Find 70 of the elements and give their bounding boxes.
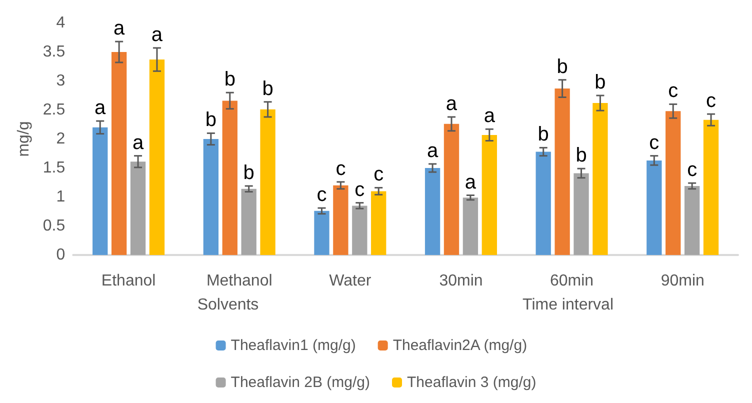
data-label: b <box>262 78 274 100</box>
y-tick-label: 1.5 <box>42 160 66 176</box>
y-tick-label: 3 <box>56 72 66 90</box>
y-tick-label: 3.5 <box>42 44 66 60</box>
y-tick-label: 1 <box>56 188 66 206</box>
y-tick-label: 0 <box>56 246 66 264</box>
x-tick-label: Water <box>329 272 372 290</box>
legend-label: Theaflavin1 (mg/g) <box>230 337 356 354</box>
bar <box>703 120 719 255</box>
data-label: b <box>205 109 216 132</box>
text: Time interval <box>522 296 614 314</box>
data-label: a <box>464 171 477 194</box>
data-label: a <box>426 140 439 162</box>
legend-label: Theaflavin2A (mg/g) <box>392 337 528 354</box>
bar <box>554 88 570 255</box>
data-label: c <box>649 132 660 154</box>
data-label: a <box>94 97 107 120</box>
bar <box>666 111 681 255</box>
text: Solvents <box>197 296 259 314</box>
data-label: b <box>556 56 568 78</box>
data-label: b <box>594 72 606 94</box>
x-tick-label: 90min <box>660 272 704 290</box>
bar <box>684 186 700 255</box>
bar <box>424 168 440 255</box>
bar <box>352 206 368 255</box>
bar <box>111 52 127 255</box>
data-label: a <box>484 105 496 128</box>
bar <box>222 100 238 255</box>
bar <box>536 152 551 255</box>
data-label: b <box>538 124 549 146</box>
bar <box>260 109 276 255</box>
data-label: a <box>114 18 126 40</box>
data-label: b <box>243 162 254 184</box>
data-label: a <box>132 132 144 154</box>
y-tick-label: 0.5 <box>42 218 66 234</box>
data-label: c <box>336 158 346 180</box>
data-label: c <box>687 159 698 182</box>
x-tick-label: Ethanol <box>101 272 156 290</box>
data-label: b <box>224 68 236 91</box>
y-axis-title: mg/g <box>16 121 32 157</box>
bar <box>444 124 460 255</box>
bar <box>592 103 608 255</box>
y-tick-label: 2.5 <box>42 102 66 118</box>
bar <box>482 134 497 255</box>
bar <box>462 198 478 255</box>
data-label: a <box>151 24 164 46</box>
data-label: b <box>576 144 587 167</box>
bar <box>314 210 330 255</box>
bar <box>130 162 146 255</box>
legend-label: Theaflavin 2B (mg/g) <box>230 374 370 391</box>
bar <box>149 60 165 255</box>
bar <box>92 127 108 255</box>
data-label: a <box>446 92 458 115</box>
bar <box>574 173 589 255</box>
x-tick-label: Methanol <box>206 272 272 290</box>
bar <box>333 185 348 255</box>
y-tick-label: 4 <box>56 14 66 32</box>
data-label: c <box>668 80 678 102</box>
bar <box>203 139 219 255</box>
y-tick-label: 2 <box>56 130 66 148</box>
legend-label: Theaflavin 3 (mg/g) <box>407 374 536 391</box>
bar <box>371 191 386 255</box>
x-tick-label: 60min <box>550 272 594 290</box>
data-label: c <box>706 90 716 112</box>
data-label: c <box>354 178 365 201</box>
data-label: c <box>316 184 327 206</box>
bar <box>241 188 256 255</box>
x-tick-label: 30min <box>439 272 483 290</box>
data-label: c <box>374 164 384 186</box>
bar <box>646 160 662 255</box>
